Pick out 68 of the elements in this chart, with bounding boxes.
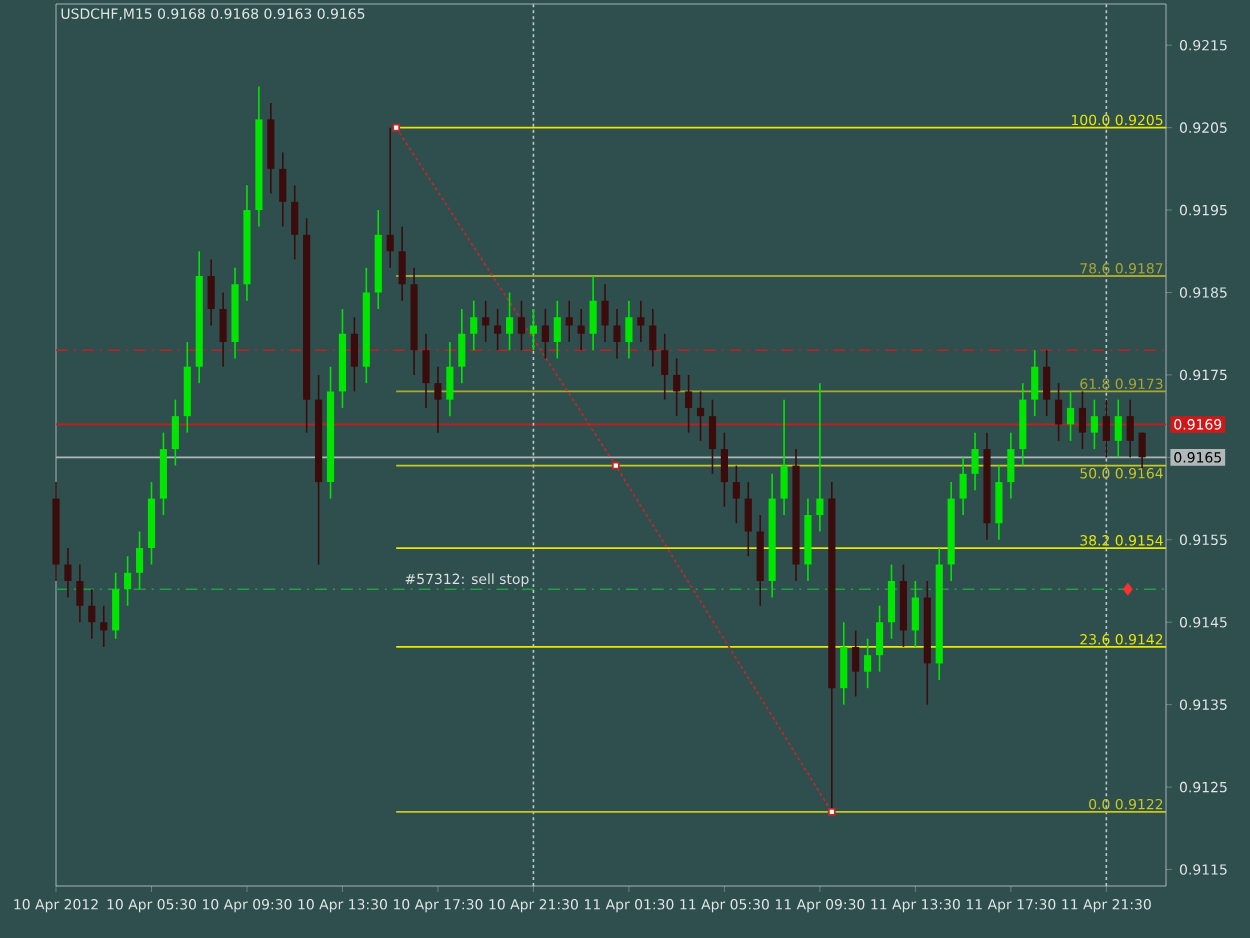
candlestick [673,357,681,417]
candlestick [470,299,478,351]
candlestick [887,563,896,640]
candlestick [708,398,717,475]
candlestick [482,299,490,343]
candlestick [959,456,967,516]
candlestick [64,547,72,599]
candlestick [613,308,621,360]
candlestick [732,464,740,525]
candlestick [422,332,430,409]
candlestick [434,365,442,434]
candlestick [565,299,573,343]
candlestick [386,126,394,269]
candlestick [112,571,120,640]
candlestick [601,283,609,343]
candlestick [517,299,526,351]
candlestick [1078,390,1087,450]
candlestick [780,398,788,516]
candlestick [577,308,585,351]
candlestick [1043,349,1051,417]
candlestick [649,308,657,368]
candlestick [864,637,872,689]
candlestick [1102,398,1110,459]
candlestick [124,555,132,607]
candlestick [661,332,669,401]
candlestick [279,151,287,228]
candlestick [505,291,514,351]
candlestick [88,588,96,640]
candlestick [744,481,752,558]
candlestick [1007,431,1015,500]
candlestick [350,316,358,393]
candlestick [135,530,144,591]
candlestick [589,275,597,351]
candlestick [553,299,561,360]
candlestick [685,374,693,434]
candlestick [219,291,227,368]
candlestick [995,464,1003,541]
candlestick [171,398,179,467]
candlestick [1055,382,1063,442]
candlestick [207,258,215,327]
point [827,807,836,816]
candlestick [1066,390,1075,442]
candlestick [529,308,538,351]
candlestick [875,604,884,673]
candlestick [720,431,728,508]
candlestick [1114,398,1122,459]
candlestick [637,299,645,343]
candlestick [840,621,848,706]
candlestick [696,390,705,442]
candlestick [816,382,824,533]
point [392,123,401,132]
point [1122,582,1133,596]
candlestick [398,225,406,302]
candlestick [911,580,919,648]
candlestick [76,563,84,624]
candlestick [852,629,860,698]
candlestick [1031,349,1039,417]
candlestick [971,431,979,492]
point [611,461,620,470]
candlestick [1090,398,1098,450]
candlestick [291,184,299,261]
candlestick [541,308,549,360]
candlestick [625,299,633,360]
candlestick [458,308,466,384]
candlestick [100,604,108,648]
candlestick [1126,398,1134,459]
candlestick [494,308,502,351]
candlestick [446,341,454,417]
